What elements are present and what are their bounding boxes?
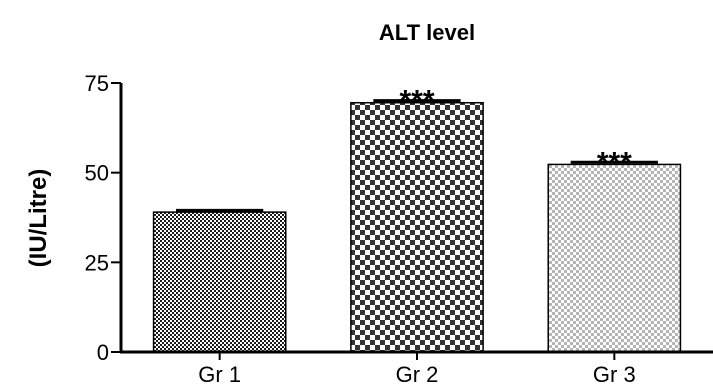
x-tick-label-gr-1: Gr 1 <box>198 362 241 387</box>
y-axis-label: (IU/Litre) <box>25 169 52 268</box>
y-tick-label-0: 0 <box>97 340 109 365</box>
x-ticks: Gr 1 Gr 2 Gr 3 <box>198 352 636 387</box>
significance-annotations: *** *** <box>399 85 632 180</box>
x-tick-label-gr-3: Gr 3 <box>593 362 636 387</box>
y-tick-label-75: 75 <box>85 71 109 96</box>
significance-gr-2: *** <box>399 85 434 118</box>
x-tick-label-gr-2: Gr 2 <box>396 362 439 387</box>
significance-gr-3: *** <box>597 146 632 179</box>
bars-layer <box>152 101 682 353</box>
error-bars-layer <box>176 99 658 213</box>
y-tick-label-50: 50 <box>85 161 109 186</box>
bar-gr-3 <box>547 163 682 353</box>
bar-gr-2 <box>350 101 484 353</box>
chart-title: ALT level <box>379 20 475 45</box>
y-ticks: 0 25 50 75 <box>85 71 121 365</box>
bar-gr-1 <box>152 211 287 353</box>
y-tick-label-25: 25 <box>85 250 109 275</box>
